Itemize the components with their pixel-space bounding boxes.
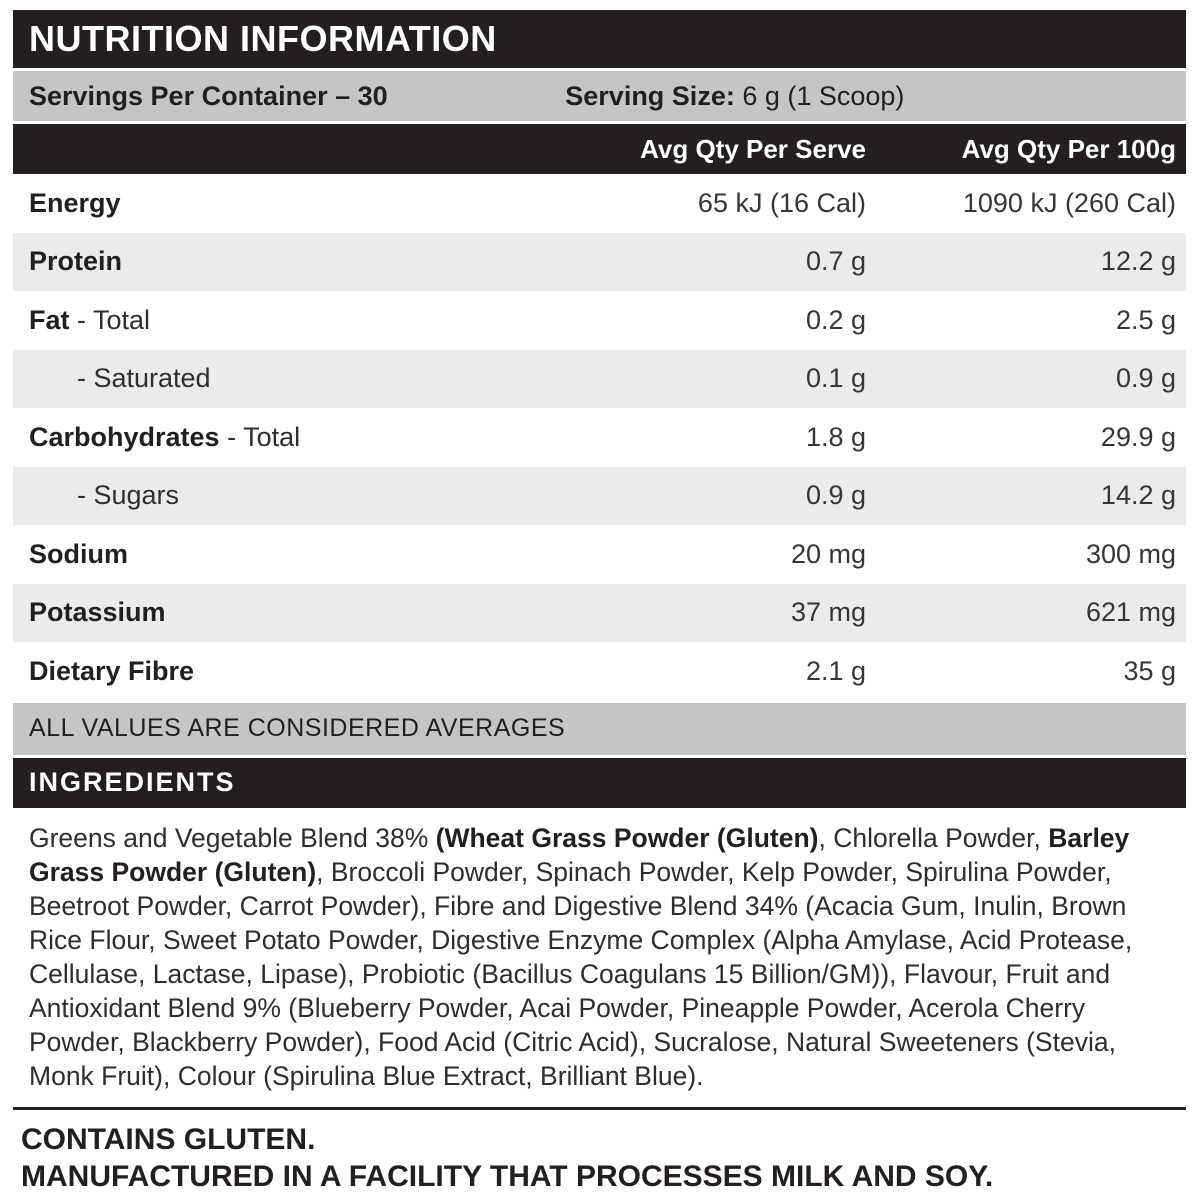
averages-note-bar: ALL VALUES ARE CONSIDERED AVERAGES [13,702,1186,755]
table-row-dietary-fibre: Dietary Fibre 2.1 g 35 g [13,642,1186,701]
column-header-row: Avg Qty Per Serve Avg Qty Per 100g [13,124,1186,174]
row-value-per-100g: 0.9 g [1115,363,1176,394]
row-label: Sodium [29,538,128,569]
col-header-per-100g: Avg Qty Per 100g [961,133,1176,164]
page-title: NUTRITION INFORMATION [29,18,497,59]
col-header-per-serve: Avg Qty Per Serve [640,133,866,164]
row-value-per-serve: 0.9 g [805,480,866,511]
ingredient-segment: , Chlorella Powder, [818,822,1049,853]
row-label: Protein [29,246,123,277]
servings-bar: Servings Per Container – 30 Serving Size… [13,71,1186,121]
row-label: Carbohydrates - Total [29,421,301,452]
title-bar: NUTRITION INFORMATION [13,10,1186,68]
contains-gluten-line: CONTAINS GLUTEN. [21,1122,316,1156]
ingredient-segment-bold: (Wheat Grass Powder (Gluten) [435,822,819,853]
ingredient-segment-bold: Barley Grass Powder (Gluten) [29,822,1130,887]
nutrition-table: Energy 65 kJ (16 Cal) 1090 kJ (260 Cal) … [13,174,1186,701]
table-row-fat-saturated: - Saturated 0.1 g 0.9 g [13,349,1186,408]
averages-note: ALL VALUES ARE CONSIDERED AVERAGES [29,714,566,742]
table-row-fat-total: Fat - Total 0.2 g 2.5 g [13,291,1186,350]
row-value-per-100g: 300 mg [1085,538,1176,569]
ingredients-header-bar: INGREDIENTS [13,757,1186,808]
table-row-sodium: Sodium 20 mg 300 mg [13,525,1186,584]
facility-line: MANUFACTURED IN A FACILITY THAT PROCESSE… [21,1159,994,1193]
row-value-per-100g: 1090 kJ (260 Cal) [962,187,1176,218]
ingredient-segment: , Broccoli Powder, Spinach Powder, Kelp … [29,856,1133,1091]
row-value-per-serve: 20 mg [790,538,866,569]
row-value-per-100g: 2.5 g [1115,304,1176,335]
row-label: - Saturated [77,363,211,394]
row-value-per-100g: 29.9 g [1100,421,1176,452]
serving-size: Serving Size: 6 g (1 Scoop) [565,81,1170,112]
table-row-carbohydrates-total: Carbohydrates - Total 1.8 g 29.9 g [13,408,1186,467]
row-value-per-serve: 0.1 g [805,363,866,394]
allergen-note: CONTAINS GLUTEN. MANUFACTURED IN A FACIL… [13,1121,1186,1195]
ingredients-heading: INGREDIENTS [29,767,236,797]
row-label: - Sugars [77,480,180,511]
divider-rule [13,1106,1186,1110]
table-row-carbohydrates-sugars: - Sugars 0.9 g 14.2 g [13,466,1186,525]
row-value-per-serve: 0.7 g [805,246,866,277]
table-row-protein: Protein 0.7 g 12.2 g [13,232,1186,291]
row-value-per-serve: 0.2 g [805,304,866,335]
row-value-per-100g: 14.2 g [1100,480,1176,511]
row-value-per-serve: 37 mg [790,597,866,628]
servings-per-container: Servings Per Container – 30 [29,80,388,111]
row-value-per-100g: 621 mg [1085,597,1176,628]
row-value-per-serve: 65 kJ (16 Cal) [697,187,866,218]
row-label: Energy [29,187,121,218]
row-label: Fat - Total [29,304,151,335]
row-label: Dietary Fibre [29,655,195,686]
serving-size-value: 6 g (1 Scoop) [734,80,905,111]
row-value-per-serve: 2.1 g [805,655,866,686]
serving-size-label: Serving Size: [565,80,735,111]
row-label: Potassium [29,597,166,628]
table-row-energy: Energy 65 kJ (16 Cal) 1090 kJ (260 Cal) [13,174,1186,233]
row-value-per-serve: 1.8 g [805,421,866,452]
ingredients-text: Greens and Vegetable Blend 38% (Wheat Gr… [13,821,1186,1093]
ingredient-segment: Greens and Vegetable Blend 38% [29,822,436,853]
table-row-potassium: Potassium 37 mg 621 mg [13,583,1186,642]
row-value-per-100g: 12.2 g [1100,246,1176,277]
row-value-per-100g: 35 g [1123,655,1176,686]
